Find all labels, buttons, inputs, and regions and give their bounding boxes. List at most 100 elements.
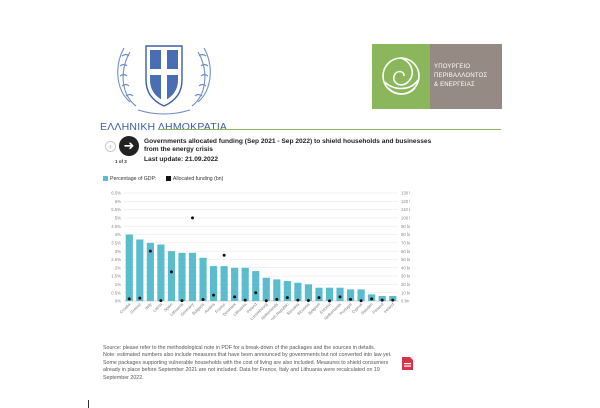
funding-point (233, 295, 237, 299)
bar (357, 289, 365, 301)
bar (241, 267, 249, 301)
chart-legend: Percentage of GDP: Allocated funding (bn… (103, 176, 231, 182)
bar (315, 287, 323, 301)
y-left-tick-label: 2.5% (111, 257, 121, 262)
y-left-tick-label: 3.5% (111, 240, 121, 245)
arrow-right-icon[interactable]: ➜ (119, 136, 139, 156)
funding-point (306, 299, 310, 303)
funding-point (169, 270, 173, 274)
pdf-download-icon[interactable] (402, 357, 413, 370)
funding-chart: 0% 0.5% 1% 1.5% 2% 2.5% 3% 3.5% 4% 4.5% 5% 5.5% 6% 6.… (111, 191, 410, 320)
bar (294, 282, 302, 301)
bar (346, 289, 355, 301)
bar (336, 287, 344, 301)
bar (146, 242, 154, 301)
legend-label-gdp: Percentage of GDP: (110, 176, 157, 182)
legend-label-funding: Allocated funding (bn) (172, 176, 224, 182)
funding-point (191, 216, 194, 220)
y-left-tick-label: 5.5% (111, 207, 121, 212)
bar (220, 266, 228, 301)
y-right-tick-label: 20 bn (401, 282, 410, 287)
bar (209, 266, 218, 301)
x-tick-label: Spain (163, 301, 174, 312)
x-tick-label: Bulgaria (191, 301, 206, 316)
y-right-tick-label: 110 bn (401, 207, 410, 212)
funding-point (285, 296, 289, 300)
bar (389, 296, 397, 301)
funding-point (138, 296, 142, 300)
y-right-tick-label: 0 bn (401, 299, 410, 304)
slide-counter: 1 of 3 (115, 159, 127, 164)
chart-title: Governments allocated funding (Sep 2021 … (144, 138, 432, 154)
funding-point (380, 298, 384, 302)
plus-icon[interactable]: + (105, 141, 116, 152)
y-right-tick-label: 30 bn (401, 274, 410, 279)
republic-name: ΕΛΛΗΝΙΚΗ ΔΗΜΟΚΡΑΤΙΑ (100, 121, 228, 133)
source-text: Source: please refer to the methodologic… (103, 345, 376, 351)
y-right-tick-label: 40 bn (401, 265, 410, 270)
funding-point (328, 299, 331, 303)
x-tick-label: Sweden (360, 301, 375, 316)
y-left-tick-label: 0.5% (111, 290, 121, 295)
legend-item-gdp: Percentage of GDP: (103, 176, 156, 182)
funding-point (349, 297, 353, 301)
y-right-tick-label: 90 bn (401, 224, 410, 229)
funding-point (127, 297, 131, 301)
funding-point (359, 299, 363, 303)
funding-point (222, 253, 226, 257)
legend-item-funding: Allocated funding (bn) (165, 176, 224, 182)
funding-point (338, 295, 342, 299)
y-left-tick-label: 6.5% (111, 191, 121, 196)
funding-point (391, 298, 395, 302)
x-tick-label: Ireland (383, 301, 396, 314)
ministry-name-line: ΠΕΡΙΒΑΛΛΟΝΤΟΣ (434, 73, 488, 79)
bar (304, 284, 313, 301)
funding-point (370, 297, 374, 301)
x-tick-label: Italy (144, 301, 154, 311)
y-right-tick-label: 120 bn (401, 199, 410, 204)
funding-point (317, 296, 321, 300)
note-text: Note: estimated numbers also include mea… (103, 352, 392, 381)
bar (136, 239, 144, 301)
greek-coat-of-arms-icon (117, 45, 211, 115)
funding-point (296, 298, 300, 302)
ministry-logo: ΥΠΟΥΡΓΕΙΟ ΠΕΡΙΒΑΛΛΟΝΤΟΣ & ΕΝΕΡΓΕΙΑΣ (372, 44, 502, 109)
funding-point (243, 298, 247, 302)
bar (273, 279, 281, 301)
x-tick-label: Latvia (152, 301, 164, 313)
y-right-tick-label: 80 bn (401, 232, 410, 237)
bar (125, 234, 133, 301)
y-left-tick-label: 4% (115, 232, 121, 237)
y-left-tick-label: 4.5% (111, 224, 121, 229)
header-divider (158, 129, 501, 130)
y-left-tick-label: 1% (115, 282, 121, 287)
y-left-tick-label: 5% (115, 216, 121, 221)
y-left-tick-label: 6% (115, 199, 121, 204)
ministry-name-line: & ΕΝΕΡΓΕΙΑΣ (434, 82, 475, 88)
y-right-tick-label: 100 bn (401, 216, 410, 221)
bar (178, 252, 186, 301)
bar (262, 277, 270, 301)
bar (157, 244, 165, 301)
x-tick-label: Greece (129, 301, 143, 315)
ministry-logo-mark (372, 44, 430, 109)
y-left-tick-label: 3% (115, 249, 121, 254)
ministry-name-line: ΥΠΟΥΡΓΕΙΟ (434, 64, 471, 70)
y-left-tick-label: 0% (115, 299, 121, 304)
funding-point (159, 299, 163, 303)
funding-point (254, 291, 258, 295)
funding-point (264, 299, 268, 303)
funding-point (148, 249, 152, 253)
y-left-tick-label: 2% (115, 265, 121, 270)
bar (325, 287, 334, 301)
legend-swatch-funding (165, 176, 171, 181)
y-right-tick-label: 10 bn (401, 290, 410, 295)
legend-swatch-gdp (103, 176, 108, 181)
y-right-tick-label: 70 bn (401, 240, 410, 245)
bar (167, 251, 176, 301)
funding-point (180, 299, 184, 303)
bar (378, 296, 386, 301)
funding-point (275, 297, 279, 301)
x-tick-label: Finland (371, 301, 385, 315)
